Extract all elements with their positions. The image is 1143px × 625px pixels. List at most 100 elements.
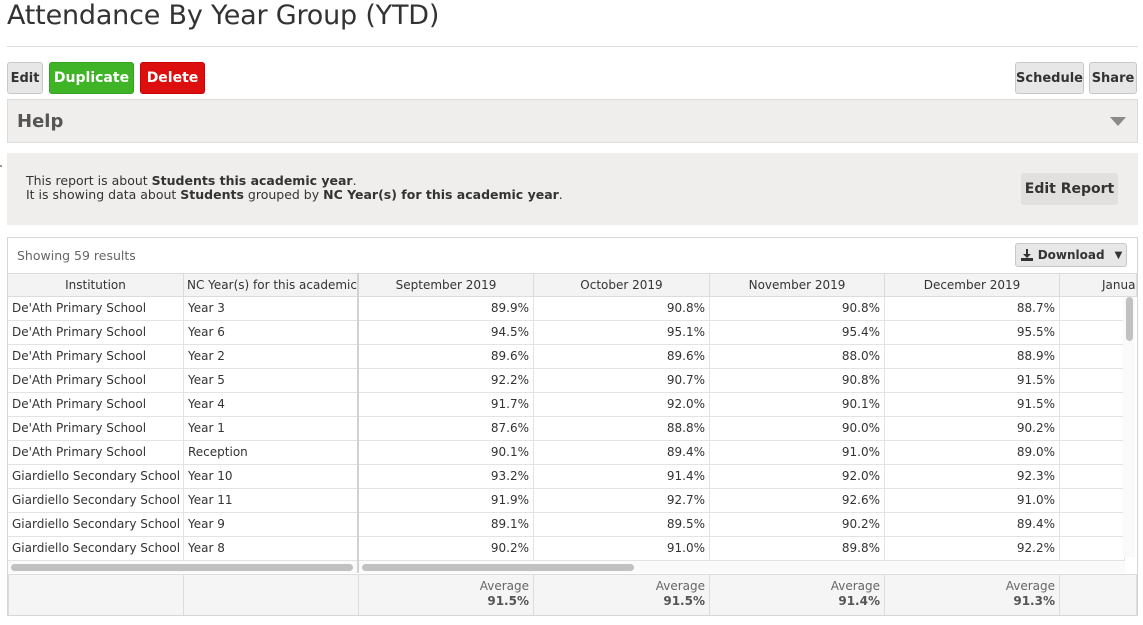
cell-nc-year: Year 4 (184, 393, 359, 417)
cell-attendance: 90.7% (534, 369, 710, 393)
cell-empty (1060, 489, 1125, 513)
table-row[interactable]: Giardiello Secondary School Year 8 90.2% 91… (8, 537, 1125, 561)
footer-average-label: Average (830, 579, 880, 593)
help-panel[interactable]: Help (7, 99, 1138, 143)
cell-attendance: 91.0% (534, 537, 710, 561)
cell-attendance: 92.7% (534, 489, 710, 513)
cell-attendance: 92.3% (885, 465, 1060, 489)
cell-attendance: 87.6% (359, 417, 534, 441)
cell-attendance: 90.2% (359, 537, 534, 561)
cell-empty (1060, 537, 1125, 561)
table-row[interactable]: De'Ath Primary School Year 3 89.9% 90.8% 90.… (8, 297, 1125, 321)
download-icon (1020, 249, 1033, 261)
cell-nc-year: Year 3 (184, 297, 359, 321)
footer-average-label: Average (655, 579, 705, 593)
cell-attendance: 91.4% (534, 465, 710, 489)
table-row[interactable]: De'Ath Primary School Year 6 94.5% 95.1% 95.… (8, 321, 1125, 345)
table-row[interactable]: Giardiello Secondary School Year 9 89.1% 89… (8, 513, 1125, 537)
footer-average-value: 91.5% (663, 594, 705, 608)
column-header-oct-2019[interactable]: October 2019 (534, 273, 710, 297)
report-grouping-line: It is showing data about Students groupe… (26, 187, 563, 202)
edit-button[interactable]: Edit (7, 62, 43, 94)
cell-attendance: 90.8% (534, 297, 710, 321)
cell-institution: Giardiello Secondary School (8, 513, 184, 537)
table-row[interactable]: De'Ath Primary School Year 4 91.7% 92.0% 90.… (8, 393, 1125, 417)
footer-average-label: Average (1005, 579, 1055, 593)
schedule-button[interactable]: Schedule (1015, 62, 1084, 94)
cell-attendance: 90.1% (359, 441, 534, 465)
frozen-horizontal-scrollbar[interactable] (8, 561, 357, 573)
cell-attendance: 95.4% (710, 321, 885, 345)
results-count: Showing 59 results (17, 248, 136, 263)
frozen-horizontal-scrollbar-thumb[interactable] (11, 564, 353, 571)
download-button[interactable]: Download ▼ (1015, 243, 1127, 267)
table-row[interactable]: De'Ath Primary School Year 5 92.2% 90.7% 90.… (8, 369, 1125, 393)
horizontal-scrollbar-thumb[interactable] (362, 564, 634, 571)
cell-institution: De'Ath Primary School (8, 417, 184, 441)
cell-nc-year: Reception (184, 441, 359, 465)
cell-attendance: 89.1% (359, 513, 534, 537)
column-header-dec-2019[interactable]: December 2019 (885, 273, 1060, 297)
cell-attendance: 91.5% (885, 393, 1060, 417)
table-row[interactable]: Giardiello Secondary School Year 10 93.2% 9… (8, 465, 1125, 489)
column-header-nc-year[interactable]: NC Year(s) for this academic... (184, 273, 359, 297)
share-button[interactable]: Share (1089, 62, 1137, 94)
footer-average-value: 91.5% (487, 594, 529, 608)
table-row[interactable]: De'Ath Primary School Year 2 89.6% 89.6% 88.… (8, 345, 1125, 369)
download-label: Download (1037, 248, 1105, 262)
cell-nc-year: Year 10 (184, 465, 359, 489)
footer-cell-institution (8, 574, 184, 615)
cell-nc-year: Year 6 (184, 321, 359, 345)
column-header-sep-2019[interactable]: September 2019 (359, 273, 534, 297)
cell-attendance: 89.4% (534, 441, 710, 465)
cell-attendance: 95.5% (885, 321, 1060, 345)
duplicate-button[interactable]: Duplicate (49, 62, 134, 94)
table-row[interactable]: De'Ath Primary School Year 1 87.6% 88.8% 90.… (8, 417, 1125, 441)
vertical-scrollbar-thumb[interactable] (1126, 297, 1133, 341)
horizontal-scrollbar[interactable] (359, 561, 1125, 573)
cell-attendance: 91.7% (359, 393, 534, 417)
cell-institution: Giardiello Secondary School (8, 489, 184, 513)
footer-average-cell: Average 91.3% (885, 574, 1060, 615)
edit-report-button[interactable]: Edit Report (1021, 173, 1118, 205)
caret-down-icon[interactable] (1110, 117, 1126, 126)
column-header-nov-2019[interactable]: November 2019 (710, 273, 885, 297)
cell-empty (1060, 297, 1125, 321)
cell-attendance: 89.6% (359, 345, 534, 369)
delete-button[interactable]: Delete (140, 62, 205, 94)
cell-attendance: 89.9% (359, 297, 534, 321)
cell-attendance: 90.2% (885, 417, 1060, 441)
vertical-scrollbar[interactable] (1123, 297, 1135, 557)
cell-attendance: 88.0% (710, 345, 885, 369)
cell-empty (1060, 369, 1125, 393)
cell-institution: De'Ath Primary School (8, 321, 184, 345)
footer-average-cell: Average 91.5% (359, 574, 534, 615)
cell-empty (1060, 441, 1125, 465)
cell-nc-year: Year 1 (184, 417, 359, 441)
cell-attendance: 92.2% (885, 537, 1060, 561)
footer-average-cell: Average 91.5% (534, 574, 710, 615)
cell-institution: De'Ath Primary School (8, 297, 184, 321)
cell-nc-year: Year 11 (184, 489, 359, 513)
table-row[interactable]: Giardiello Secondary School Year 11 91.9% 9… (8, 489, 1125, 513)
cell-attendance: 88.9% (885, 345, 1060, 369)
cell-attendance: 94.5% (359, 321, 534, 345)
cell-attendance: 91.5% (885, 369, 1060, 393)
cell-attendance: 92.6% (710, 489, 885, 513)
column-header-jan[interactable]: Januar (1060, 273, 1137, 297)
frozen-column-divider (357, 273, 359, 573)
cell-attendance: 89.8% (710, 537, 885, 561)
cell-nc-year: Year 2 (184, 345, 359, 369)
cell-attendance: 92.0% (710, 465, 885, 489)
footer-average-label: Average (479, 579, 529, 593)
cell-empty (1060, 465, 1125, 489)
cell-attendance: 90.0% (710, 417, 885, 441)
cell-attendance: 92.2% (359, 369, 534, 393)
cell-attendance: 89.6% (534, 345, 710, 369)
cell-empty (1060, 321, 1125, 345)
column-header-institution[interactable]: Institution (8, 273, 184, 297)
footer-cell-nc-year (184, 574, 359, 615)
cell-empty (1060, 417, 1125, 441)
table-row[interactable]: De'Ath Primary School Reception 90.1% 89.4%… (8, 441, 1125, 465)
cell-attendance: 88.7% (885, 297, 1060, 321)
